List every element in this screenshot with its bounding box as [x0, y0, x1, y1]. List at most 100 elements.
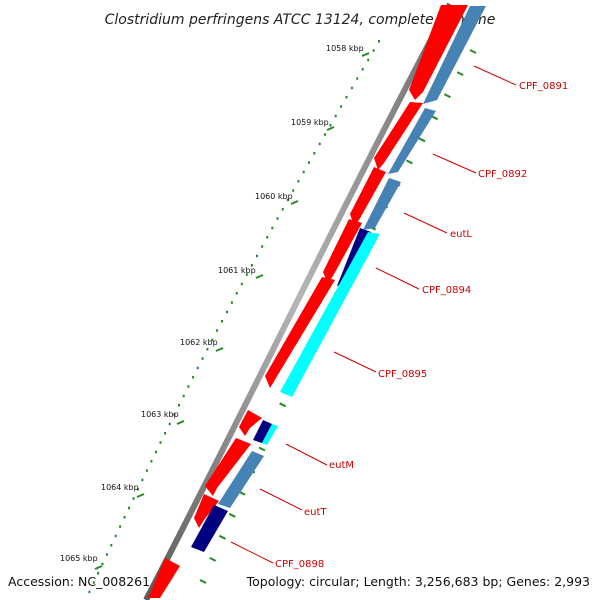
scale-dot — [302, 170, 305, 174]
scale-dot — [230, 301, 233, 304]
scale-dot — [201, 357, 204, 360]
scale-dot — [192, 376, 195, 379]
kbp-tick — [290, 200, 299, 205]
outer-ticks — [199, 49, 477, 584]
outer-tick — [469, 49, 477, 54]
scale-dot — [88, 590, 91, 594]
scale-dot — [164, 432, 167, 435]
forward-strand — [148, 5, 468, 598]
gene-label-CPF_0892[interactable]: CPF_0892 — [478, 169, 527, 180]
gene-CPF_0894-forward[interactable] — [323, 219, 362, 284]
scale-dot — [110, 544, 113, 547]
label-leader — [473, 65, 517, 86]
scale-dot — [372, 49, 375, 52]
reverse-strand — [191, 6, 486, 552]
outer-tick — [218, 534, 226, 540]
gene-eutM-reverse[interactable] — [253, 420, 272, 443]
gene-CPF_0891-forward[interactable] — [409, 5, 468, 100]
scale-dot — [216, 329, 219, 332]
scale-dot — [271, 226, 274, 230]
scale-dot — [350, 86, 353, 90]
kbp-tick — [136, 493, 145, 498]
scale-dot — [345, 96, 348, 99]
scale-dot — [308, 161, 310, 164]
gene-CPF_0892-reverse[interactable] — [388, 108, 436, 174]
scale-dot — [168, 422, 171, 426]
gene-CPF_0895-forward[interactable] — [265, 277, 335, 388]
gene-label-CPF_0894[interactable]: CPF_0894 — [422, 285, 471, 296]
gene-label-CPF_0898[interactable]: CPF_0898 — [275, 559, 324, 570]
scale-dot — [159, 441, 162, 444]
scale-dot — [250, 264, 253, 267]
kbp-label: 1059 kbp — [291, 118, 329, 127]
label-leader — [403, 212, 448, 234]
scale-dot — [173, 413, 176, 416]
gene-label-eutT[interactable]: eutT — [304, 507, 327, 518]
scale-dot — [150, 460, 153, 463]
scale-dot — [286, 198, 289, 202]
scale-dot — [206, 348, 209, 351]
gene-label-eutM[interactable]: eutM — [329, 460, 354, 471]
scale-dot — [187, 385, 190, 388]
scale-dots — [88, 40, 380, 594]
outer-tick — [209, 557, 217, 562]
gene-eutM-forward[interactable] — [239, 410, 262, 436]
gene-labels: CPF_0891 CPF_0892 eutL CPF_0894 CPF_0895… — [230, 65, 568, 570]
kbp-tick — [176, 420, 185, 425]
gene-CPF_0891-reverse[interactable] — [423, 6, 486, 104]
scale-dot — [329, 124, 332, 127]
gene-eutT-forward[interactable] — [205, 438, 251, 496]
scale-dot — [378, 40, 380, 43]
scale-dot — [276, 217, 279, 220]
scale-dot — [132, 497, 135, 500]
scale-dot — [245, 273, 248, 276]
outer-tick — [443, 93, 451, 99]
map-title: Clostridium perfringens ATCC 13124, comp… — [105, 12, 496, 28]
gene-next-forward[interactable] — [148, 558, 180, 598]
scale-dot — [225, 310, 228, 314]
scale-dot — [196, 366, 199, 370]
gene-CPF_0892-forward[interactable] — [374, 102, 423, 170]
gene-eutT-reverse[interactable] — [218, 451, 264, 508]
scale-dot — [318, 142, 321, 146]
scale-dot — [178, 404, 180, 407]
kbp-label: 1064 kbp — [101, 483, 139, 492]
scale-dot — [256, 254, 258, 258]
scale-dot — [136, 488, 139, 491]
label-leader — [333, 351, 377, 373]
gene-eutM-reverse-2[interactable] — [262, 424, 278, 445]
gene-label-eutL[interactable]: eutL — [450, 229, 472, 240]
kbp-ticks — [94, 52, 370, 570]
scale-dot — [261, 245, 264, 248]
scale-dot — [240, 282, 243, 286]
scale-dot — [297, 180, 300, 183]
kbp-label: 1062 kbp — [180, 338, 218, 347]
gene-eutL-forward[interactable] — [350, 167, 386, 226]
label-leader — [230, 541, 274, 564]
kbp-tick — [255, 274, 264, 279]
gene-eutL-reverse[interactable] — [363, 178, 401, 230]
outer-tick — [228, 512, 236, 518]
label-leader — [259, 488, 303, 511]
scale-dot — [182, 394, 185, 398]
gene-CPF_0898-forward[interactable] — [194, 494, 219, 528]
gene-label-CPF_0895[interactable]: CPF_0895 — [378, 369, 427, 380]
kbp-tick — [94, 565, 103, 570]
scale-dot — [361, 68, 364, 71]
scale-dot — [211, 338, 214, 342]
gene-CPF_0898-reverse[interactable] — [191, 505, 228, 552]
scale-dot — [334, 114, 337, 118]
kbp-label: 1061 kbp — [218, 266, 256, 275]
gene-CPF_0895-reverse[interactable] — [280, 232, 380, 397]
gene-label-CPF_0891[interactable]: CPF_0891 — [519, 81, 568, 92]
scale-dot — [128, 506, 130, 510]
scale-dot — [367, 58, 370, 62]
scale-dot — [92, 581, 95, 584]
kbp-tick — [215, 347, 224, 352]
outer-tick — [418, 137, 426, 143]
scale-dot — [123, 516, 126, 519]
label-leader — [432, 153, 477, 174]
outer-tick — [431, 115, 439, 121]
scale-dot — [105, 553, 108, 556]
